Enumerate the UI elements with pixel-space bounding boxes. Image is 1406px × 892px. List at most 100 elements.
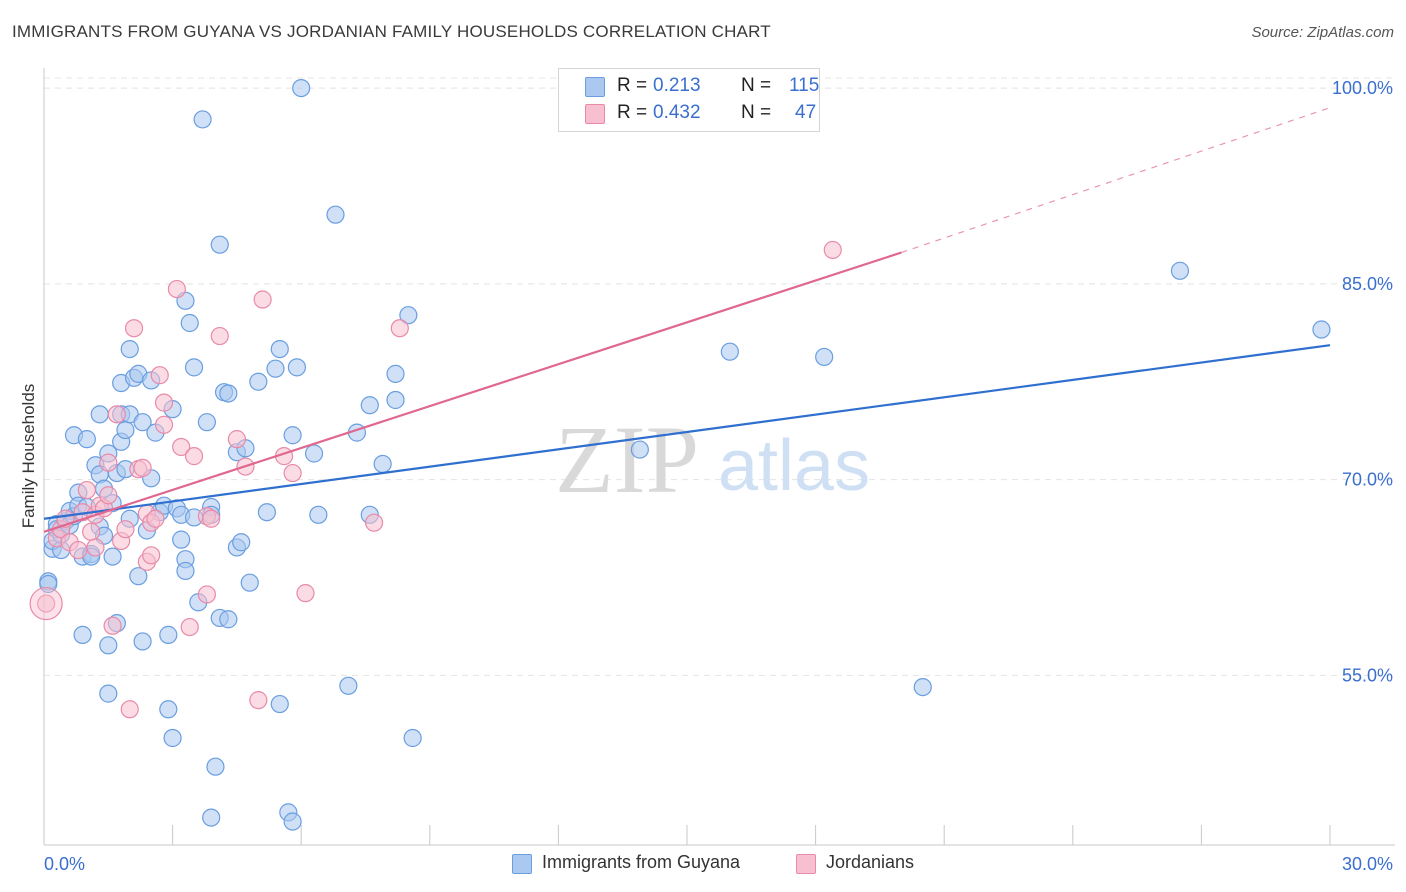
point-guyana <box>116 420 135 440</box>
point-guyana <box>266 359 285 378</box>
point-jordanians <box>184 447 204 466</box>
point-guyana <box>172 530 191 549</box>
point-jordanians <box>99 453 118 472</box>
point-jordanians <box>167 279 186 299</box>
chart-title: IMMIGRANTS FROM GUYANA VS JORDANIAN FAMI… <box>12 22 771 41</box>
legend-label-guyana: Immigrants from Guyana <box>542 852 741 872</box>
point-guyana <box>270 340 289 359</box>
y-tick-label: 55.0% <box>1342 665 1393 685</box>
trend-line-guyana <box>43 344 1331 520</box>
legend-r-label: R = <box>617 102 648 123</box>
stats-legend: R = 0.213 N = 115 R = 0.432 N = 47 <box>558 68 820 132</box>
point-guyana <box>159 700 178 719</box>
point-guyana <box>159 625 178 644</box>
point-jordanians <box>37 594 56 613</box>
point-guyana <box>133 413 152 432</box>
point-jordanians <box>154 415 174 434</box>
point-guyana <box>283 812 302 831</box>
legend-n-value-jordanians: 47 <box>795 102 817 123</box>
trend-lines <box>43 107 1331 533</box>
watermark-atlas: atlas <box>718 426 870 506</box>
point-guyana <box>206 757 225 776</box>
point-jordanians <box>364 513 384 532</box>
point-guyana <box>133 632 152 651</box>
point-guyana <box>287 358 307 377</box>
legend-r-label: R = <box>617 75 648 96</box>
data-points <box>29 78 1331 831</box>
legend-swatch-blue <box>512 854 532 874</box>
legend-n-value-guyana: 115 <box>789 75 820 96</box>
point-jordanians <box>172 437 191 457</box>
point-guyana <box>373 454 392 474</box>
trend-line-jordanians <box>43 251 902 533</box>
point-jordanians <box>107 405 126 424</box>
legend-swatch-pink <box>585 104 605 124</box>
point-guyana <box>184 358 204 377</box>
point-jordanians <box>296 584 315 603</box>
point-jordanians <box>99 486 118 505</box>
legend-r-value-jordanians: 0.432 <box>653 102 701 123</box>
point-guyana <box>176 561 195 581</box>
point-jordanians <box>227 430 246 449</box>
point-jordanians <box>283 463 302 483</box>
legend-swatch-pink <box>796 854 816 874</box>
point-guyana <box>99 684 118 703</box>
point-guyana <box>103 547 122 566</box>
point-guyana <box>283 426 302 445</box>
x-tick-label-min: 0.0% <box>44 854 85 874</box>
point-guyana <box>240 573 259 592</box>
point-jordanians <box>253 290 272 309</box>
point-jordanians <box>210 326 229 346</box>
point-guyana <box>202 808 221 827</box>
trend-line-jordanians-extension <box>901 107 1331 254</box>
point-guyana <box>180 313 199 333</box>
point-guyana <box>1312 320 1331 339</box>
point-jordanians <box>202 509 221 528</box>
tick-labels: 55.0% 70.0% 85.0% 100.0% 0.0% 30.0% <box>44 78 1393 874</box>
point-guyana <box>193 110 212 129</box>
point-jordanians <box>124 319 144 338</box>
source-label: Source: ZipAtlas.com <box>1251 24 1394 41</box>
point-guyana <box>219 610 238 629</box>
point-jordanians <box>154 393 174 412</box>
legend-label-jordanians: Jordanians <box>826 852 915 872</box>
point-guyana <box>163 728 182 748</box>
point-guyana <box>304 444 324 463</box>
x-tick-label-max: 30.0% <box>1342 854 1393 874</box>
point-jordanians <box>823 240 842 260</box>
point-jordanians <box>390 319 409 338</box>
point-jordanians <box>103 616 122 635</box>
point-guyana <box>720 342 739 361</box>
point-guyana <box>630 440 649 459</box>
y-tick-label: 100.0% <box>1332 78 1393 98</box>
point-jordanians <box>249 691 268 710</box>
legend-n-label: N = <box>741 102 772 123</box>
point-guyana <box>73 625 92 644</box>
point-guyana <box>292 78 311 98</box>
point-jordanians <box>150 366 169 385</box>
point-guyana <box>90 405 109 424</box>
point-guyana <box>386 390 405 410</box>
point-guyana <box>386 364 405 383</box>
axes <box>43 68 1395 846</box>
point-guyana <box>309 505 328 524</box>
point-guyana <box>1170 261 1190 280</box>
point-guyana <box>77 430 96 449</box>
point-jordanians <box>69 540 88 560</box>
point-jordanians-large <box>29 586 63 621</box>
legend-n-label: N = <box>741 75 772 96</box>
point-jordanians <box>116 520 135 539</box>
point-guyana <box>403 728 422 748</box>
point-guyana <box>339 676 358 695</box>
point-guyana <box>257 503 277 522</box>
point-guyana <box>197 413 216 432</box>
y-tick-label: 85.0% <box>1342 274 1393 294</box>
point-guyana <box>219 384 238 403</box>
point-guyana <box>270 694 289 714</box>
point-jordanians <box>133 458 152 477</box>
point-guyana <box>99 636 118 655</box>
point-guyana <box>249 372 268 391</box>
legend-swatch-blue <box>585 77 605 97</box>
point-jordanians <box>197 585 216 604</box>
